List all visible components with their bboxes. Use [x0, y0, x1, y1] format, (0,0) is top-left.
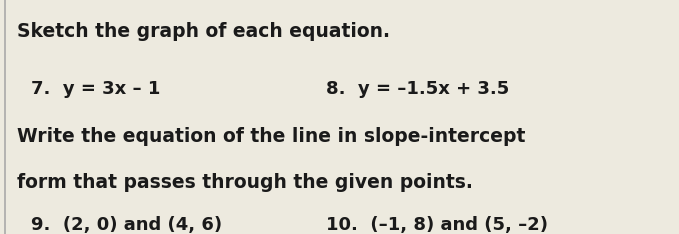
Text: form that passes through the given points.: form that passes through the given point…	[17, 173, 473, 192]
Text: Sketch the graph of each equation.: Sketch the graph of each equation.	[17, 22, 390, 41]
Text: Write the equation of the line in slope-intercept: Write the equation of the line in slope-…	[17, 127, 526, 146]
Text: 9.  (2, 0) and (4, 6): 9. (2, 0) and (4, 6)	[31, 216, 221, 234]
Text: 8.  y = –1.5x + 3.5: 8. y = –1.5x + 3.5	[326, 80, 509, 98]
Text: 7.  y = 3x – 1: 7. y = 3x – 1	[31, 80, 160, 98]
Text: 10.  (–1, 8) and (5, –2): 10. (–1, 8) and (5, –2)	[326, 216, 548, 234]
